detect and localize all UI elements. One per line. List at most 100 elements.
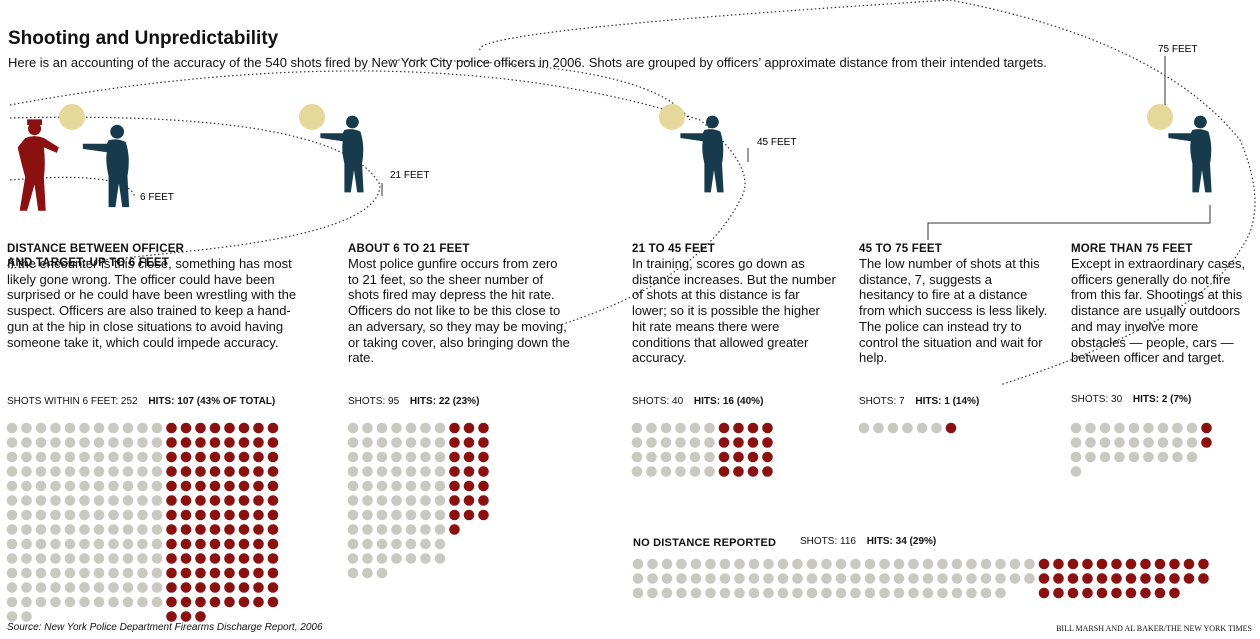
hits-value: 2 [1161,394,1168,405]
hit-dot [1201,422,1212,434]
miss-dot [35,582,47,593]
miss-dot [1114,451,1125,463]
hit-dot [762,466,773,477]
miss-dot [850,573,861,584]
hits-note: (23%) [452,396,480,407]
miss-dot [347,480,359,492]
miss-dot [821,558,832,570]
hits-label: HITS: [866,536,893,547]
miss-dot [347,466,359,477]
distance-label: 21 FEET [390,170,429,181]
miss-dot [893,573,905,584]
hit-dot [180,509,192,521]
hit-dot [1082,558,1093,570]
miss-dot [1070,451,1082,463]
hit-dot [1038,573,1050,584]
miss-dot [108,538,119,550]
miss-dot [6,509,18,521]
miss-dot [405,480,417,492]
miss-dot [995,558,1006,570]
miss-dot [1099,451,1111,463]
miss-dot [108,451,119,463]
credit: BILL MARSH AND AL BAKER/THE NEW YORK TIM… [1056,624,1252,633]
hits-text: HITS: 16 (40%) [694,396,763,407]
miss-dot [763,573,774,584]
hit-dot [180,582,192,593]
subtitle: Here is an accounting of the accuracy of… [8,55,1047,70]
miss-dot [21,466,32,477]
miss-dot [908,587,919,599]
miss-dot [806,573,818,584]
hit-dot [238,538,250,550]
miss-dot [675,466,686,477]
miss-dot [434,451,446,463]
miss-dot [50,437,61,448]
hit-dot [1169,558,1180,570]
miss-dot [50,451,61,463]
hit-dot [267,524,279,535]
miss-dot [434,524,446,535]
hit-dot [224,538,235,550]
hit-dot [180,596,192,608]
miss-dot [858,422,870,434]
miss-dot [631,437,643,448]
hit-dot [238,422,250,434]
hit-dot [449,495,460,506]
miss-dot [405,538,417,550]
miss-dot [93,582,105,593]
hit-dot [718,451,730,463]
miss-dot [108,422,119,434]
miss-dot [137,582,148,593]
miss-dot [347,437,359,448]
miss-dot [391,524,402,535]
hit-dot [195,582,206,593]
miss-dot [405,451,417,463]
miss-dot [704,466,715,477]
hit-dot [209,466,221,477]
hit-dot [463,437,475,448]
miss-dot [6,524,18,535]
miss-dot [391,509,402,521]
miss-dot [777,558,789,570]
miss-dot [376,538,388,550]
miss-dot [347,524,359,535]
hit-dot [762,437,773,448]
hit-dot [209,553,221,564]
miss-dot [35,422,47,434]
miss-dot [35,466,47,477]
callout-lines [381,56,1211,240]
source: Source: New York Police Department Firea… [7,622,323,633]
hit-dot [166,451,177,463]
miss-dot [661,573,673,584]
hit-dot [267,567,279,579]
shots-line: SHOTS WITHIN 6 FEET: 252 HITS: 107 (43% … [7,396,275,407]
hit-dot [166,422,177,434]
hit-dot [166,509,177,521]
miss-dot [122,582,134,593]
miss-dot [1128,451,1140,463]
miss-dot [391,437,402,448]
miss-dot [376,466,388,477]
hit-dot [733,437,744,448]
shots-line: SHOTS: 116 HITS: 34 (29%) [800,536,936,547]
miss-dot [21,524,32,535]
miss-dot [879,573,890,584]
miss-dot [420,538,431,550]
hit-dot [463,451,475,463]
shots-line: SHOTS: 30 HITS: 2 (7%) [1071,394,1191,405]
miss-dot [35,480,47,492]
miss-dot [792,558,803,570]
hit-dot [733,451,744,463]
hit-dot [253,509,264,521]
miss-dot [151,437,163,448]
miss-dot [151,509,163,521]
miss-dot [689,451,701,463]
miss-dot [50,596,61,608]
miss-dot [1186,451,1198,463]
miss-dot [79,422,90,434]
miss-dot [705,558,716,570]
hit-dot [1082,573,1093,584]
miss-dot [376,437,388,448]
distance-label: 6 FEET [140,192,174,203]
hit-dot [209,422,221,434]
